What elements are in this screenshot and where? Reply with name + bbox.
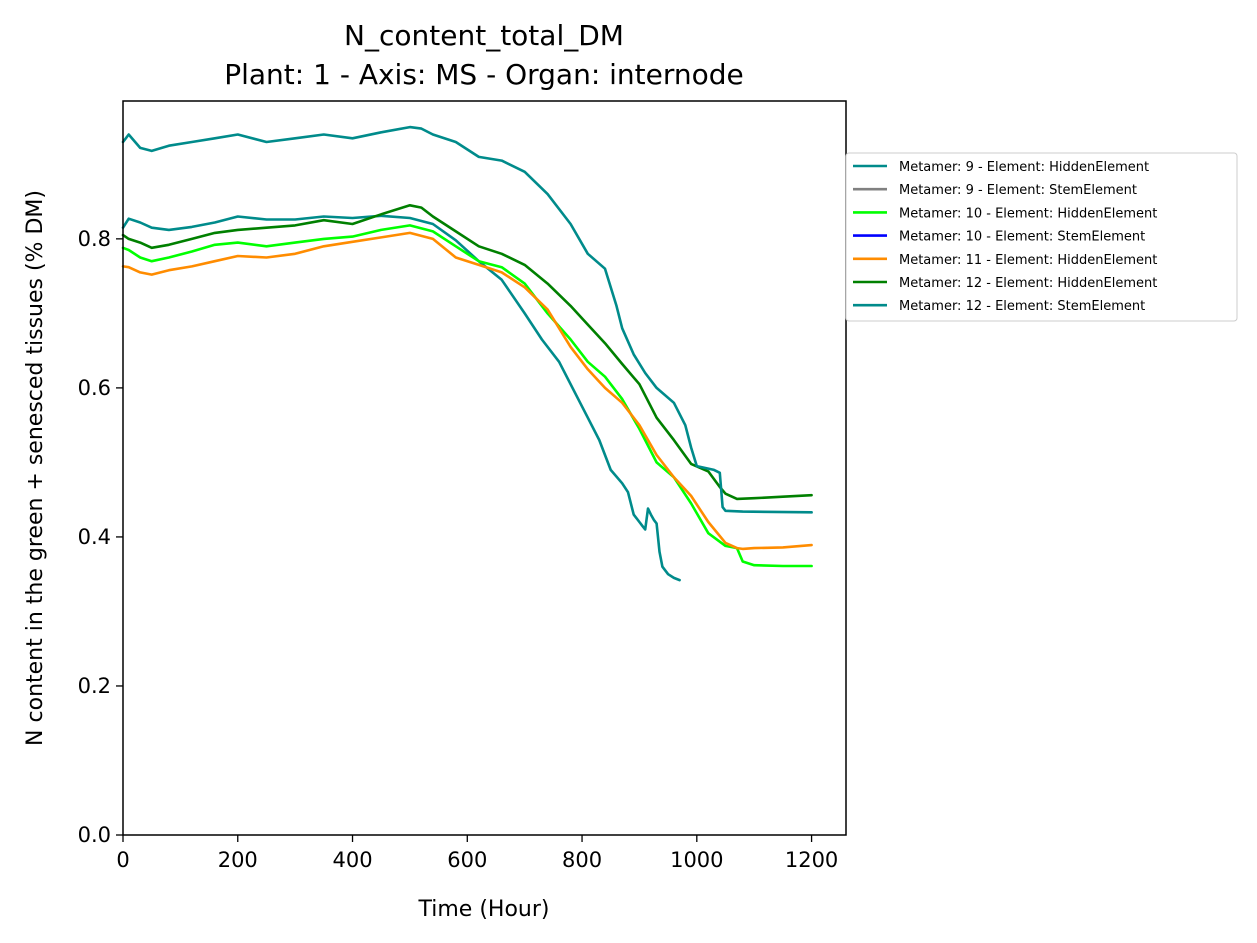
y-tick-label: 0.4: [78, 525, 111, 549]
legend-entry-label: Metamer: 10 - Element: StemElement: [899, 230, 1145, 245]
chart-subtitle: Plant: 1 - Axis: MS - Organ: internode: [224, 58, 744, 91]
x-tick-label: 0: [116, 848, 129, 872]
legend-box: [845, 152, 1238, 322]
legend-entry-label: Metamer: 10 - Element: HiddenElement: [899, 206, 1157, 221]
y-axis-ticks: 0.0 0.2 0.4 0.6 0.8: [78, 227, 123, 847]
x-tick-label: 600: [447, 848, 487, 872]
series-line-1: [121, 214, 681, 582]
series-line-6: [121, 204, 813, 501]
y-tick-label: 0.2: [78, 674, 111, 698]
series-line-3: [121, 224, 813, 568]
y-tick-label: 0.6: [78, 376, 111, 400]
legend-entry-label: Metamer: 9 - Element: StemElement: [899, 183, 1137, 198]
legend-entry-label: Metamer: 12 - Element: HiddenElement: [899, 276, 1157, 291]
y-tick-label: 0.8: [78, 227, 111, 251]
plot-series: [121, 125, 813, 582]
series-line-7: [121, 125, 813, 514]
x-tick-label: 1000: [670, 848, 723, 872]
x-axis-ticks: 0 200 400 600 800 1000 1200: [116, 835, 838, 872]
plot-frame: [122, 100, 847, 836]
y-tick-label: 0.0: [78, 823, 111, 847]
legend-entry-label: Metamer: 9 - Element: HiddenElement: [899, 160, 1149, 175]
x-axis-label: Time (Hour): [418, 897, 550, 922]
legend-entry-label: Metamer: 11 - Element: HiddenElement: [899, 253, 1157, 268]
y-axis-label: N content in the green + senesced tissue…: [23, 190, 48, 746]
x-tick-label: 1200: [785, 848, 838, 872]
series-line-5: [121, 231, 813, 551]
legend: Metamer: 9 - Element: HiddenElement Metam…: [845, 152, 1238, 322]
chart-title: N_content_total_DM: [344, 19, 624, 52]
legend-entry-label: Metamer: 12 - Element: StemElement: [899, 299, 1145, 314]
x-tick-label: 400: [332, 848, 372, 872]
x-tick-label: 800: [562, 848, 602, 872]
x-tick-label: 200: [218, 848, 258, 872]
